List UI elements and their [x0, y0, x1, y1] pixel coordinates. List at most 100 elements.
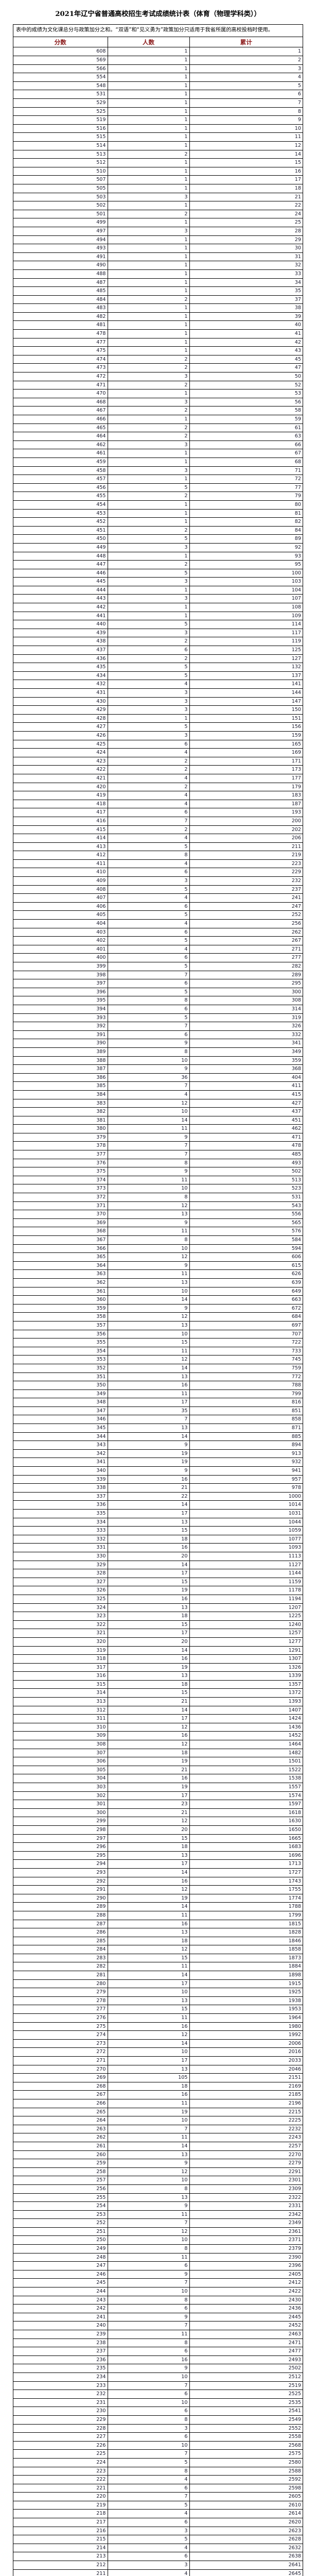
score-cell: 608 [13, 47, 108, 57]
score-cell: 364 [13, 1261, 108, 1270]
score-cell: 370 [13, 1210, 108, 1219]
cumulative-cell: 788 [189, 1381, 303, 1390]
cumulative-cell: 2361 [189, 2227, 303, 2236]
cumulative-cell: 707 [189, 1330, 303, 1339]
count-cell: 1 [108, 201, 190, 210]
table-row: 213 6 2638 [13, 2552, 303, 2562]
score-cell: 285 [13, 1937, 108, 1946]
count-cell: 6 [108, 928, 190, 937]
table-row: 242 6 2436 [13, 2304, 303, 2313]
table-row: 253 11 2342 [13, 2210, 303, 2219]
table-row: 419 4 183 [13, 791, 303, 800]
count-cell: 14 [108, 1868, 190, 1877]
score-cell: 367 [13, 1235, 108, 1245]
table-row: 406 6 247 [13, 902, 303, 911]
count-cell: 105 [108, 2073, 190, 2082]
table-row: 514 1 12 [13, 141, 303, 150]
table-row: 228 3 2552 [13, 2424, 303, 2433]
table-row: 566 1 3 [13, 64, 303, 74]
count-cell: 3 [108, 876, 190, 886]
count-cell: 12 [108, 1355, 190, 1364]
cumulative-cell: 2645 [189, 2569, 303, 2576]
count-cell: 7 [108, 2321, 190, 2331]
table-row: 382 10 437 [13, 1107, 303, 1116]
cumulative-cell: 2046 [189, 2065, 303, 2074]
table-row: 345 13 871 [13, 1423, 303, 1433]
cumulative-cell: 2525 [189, 2389, 303, 2399]
cumulative-cell: 697 [189, 1321, 303, 1330]
count-cell: 5 [108, 988, 190, 997]
count-cell: 4 [108, 2569, 190, 2576]
table-row: 281 14 1898 [13, 1971, 303, 1980]
cumulative-cell: 1964 [189, 2013, 303, 2023]
cumulative-cell: 745 [189, 1355, 303, 1364]
count-cell: 10 [108, 1287, 190, 1296]
table-row: 529 1 7 [13, 98, 303, 108]
count-cell: 17 [108, 1791, 190, 1801]
cumulative-cell: 2322 [189, 2193, 303, 2202]
count-cell: 13 [108, 2150, 190, 2160]
count-cell: 4 [108, 2475, 190, 2484]
count-cell: 18 [108, 1937, 190, 1946]
score-cell: 412 [13, 851, 108, 860]
count-cell: 15 [108, 1688, 190, 1698]
cumulative-cell: 932 [189, 1458, 303, 1467]
cumulative-cell: 63 [189, 432, 303, 441]
score-cell: 259 [13, 2159, 108, 2168]
cumulative-cell: 219 [189, 851, 303, 860]
count-cell: 12 [108, 1945, 190, 1954]
count-cell: 15 [108, 1620, 190, 1630]
table-row: 236 16 2493 [13, 2355, 303, 2365]
count-cell: 10 [108, 2176, 190, 2185]
table-row: 394 6 314 [13, 1005, 303, 1014]
cumulative-cell: 12 [189, 141, 303, 150]
table-row: 283 15 1873 [13, 1954, 303, 1963]
table-row: 338 21 978 [13, 1483, 303, 1493]
cumulative-cell: 92 [189, 543, 303, 552]
score-cell: 321 [13, 1629, 108, 1638]
cumulative-cell: 2610 [189, 2501, 303, 2510]
cumulative-cell: 1755 [189, 1885, 303, 1894]
count-cell: 2 [108, 654, 190, 664]
table-row: 410 6 229 [13, 868, 303, 877]
table-row: 415 2 202 [13, 825, 303, 835]
score-cell: 333 [13, 1526, 108, 1535]
count-cell: 14 [108, 1364, 190, 1373]
count-cell: 22 [108, 1492, 190, 1501]
table-row: 471 2 52 [13, 381, 303, 390]
table-row: 428 1 151 [13, 714, 303, 723]
cumulative-cell: 119 [189, 637, 303, 647]
score-cell: 306 [13, 1757, 108, 1766]
score-cell: 529 [13, 98, 108, 108]
cumulative-cell: 59 [189, 415, 303, 424]
cumulative-cell: 1884 [189, 1962, 303, 1972]
score-cell: 429 [13, 705, 108, 715]
count-cell: 6 [108, 2484, 190, 2493]
count-cell: 1 [108, 329, 190, 338]
count-cell: 10 [108, 1244, 190, 1253]
cumulative-cell: 733 [189, 1347, 303, 1356]
cumulative-cell: 2552 [189, 2424, 303, 2433]
cumulative-cell: 2558 [189, 2432, 303, 2442]
table-row: 442 1 108 [13, 603, 303, 612]
score-cell: 256 [13, 2184, 108, 2194]
score-statistics-table: 分数 人数 累计 608 1 1 569 1 2 566 1 3 554 1 4 548 1 5 531 1 6 5… [13, 37, 303, 2576]
cumulative-cell: 1953 [189, 2005, 303, 2014]
table-row: 440 5 114 [13, 620, 303, 629]
table-row: 465 2 61 [13, 423, 303, 433]
score-cell: 490 [13, 261, 108, 270]
count-cell: 14 [108, 1561, 190, 1570]
count-cell: 8 [108, 2338, 190, 2348]
cumulative-cell: 1557 [189, 1783, 303, 1792]
count-cell: 6 [108, 808, 190, 817]
cumulative-cell: 2331 [189, 2201, 303, 2211]
cumulative-cell: 53 [189, 389, 303, 398]
count-cell: 23 [108, 1800, 190, 1809]
count-cell: 1 [108, 252, 190, 262]
count-cell: 6 [108, 2518, 190, 2527]
count-cell: 8 [108, 2184, 190, 2194]
count-cell: 13 [108, 2193, 190, 2202]
cumulative-cell: 82 [189, 517, 303, 527]
table-row: 330 20 1113 [13, 1552, 303, 1561]
table-row: 279 10 1925 [13, 1988, 303, 1997]
